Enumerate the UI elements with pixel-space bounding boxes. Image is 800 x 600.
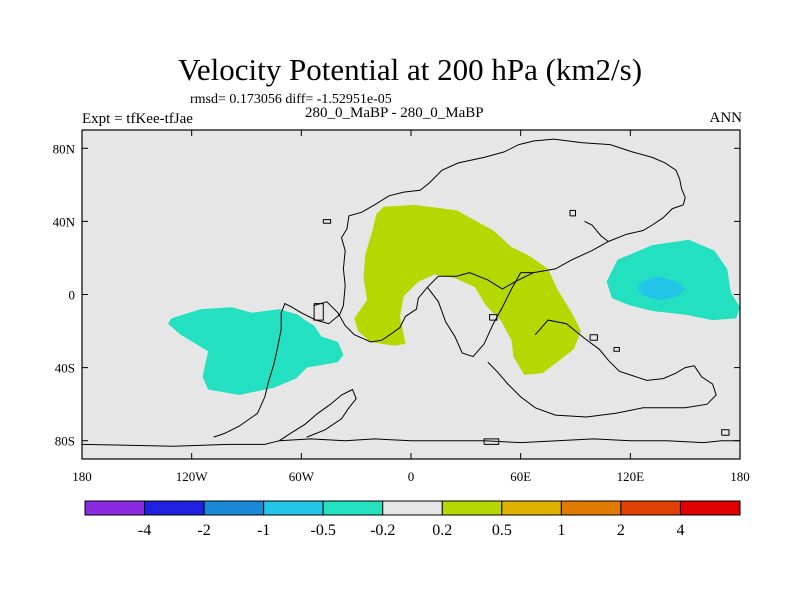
- colorbar-label-7: 1: [557, 522, 565, 539]
- colorbar-label-3: -0.5: [311, 522, 336, 539]
- colorbar-swatch-8: [560, 500, 622, 516]
- colorbar-label-0: -4: [138, 522, 151, 539]
- chart-title: Velocity Potential at 200 hPa (km2/s): [177, 52, 643, 87]
- colorbar: -4 -2 -1 -0.5 -0.2 0.2 0.5 1 2 4: [84, 500, 741, 539]
- colorbar-swatch-10: [679, 500, 741, 516]
- colorbar-label-8: 2: [617, 522, 625, 539]
- y-tick-label-0: 80N: [53, 141, 76, 156]
- colorbar-swatch-5: [382, 500, 443, 516]
- x-tick-label-6: 180: [730, 469, 750, 484]
- colorbar-swatch-2: [203, 500, 265, 516]
- coastlines: [81, 138, 740, 447]
- y-tick-label-4: 80S: [55, 434, 75, 449]
- y-tick-label-1: 40N: [53, 214, 76, 229]
- contour-region-2: [606, 239, 740, 321]
- rmsd-stats: rmsd= 0.173056 diff= -1.52951e-05: [190, 92, 392, 107]
- colorbar-label-4: -0.2: [370, 522, 395, 539]
- colorbar-label-2: -1: [257, 522, 270, 539]
- x-tick-label-0: 180: [72, 469, 92, 484]
- contour-region-3: [637, 276, 686, 300]
- colorbar-swatch-9: [620, 500, 681, 516]
- coastline-ant_bit1: [483, 438, 500, 445]
- coastline-australia: [487, 319, 717, 418]
- colorbar-swatch-7: [501, 500, 562, 516]
- colorbar-label-1: -2: [197, 522, 210, 539]
- colorbar-swatch-6: [441, 500, 503, 516]
- coastline-island_mid: [489, 314, 498, 321]
- coastline-americas: [213, 138, 686, 438]
- y-tick-label-2: 0: [69, 288, 76, 303]
- x-tick-label-4: 60E: [510, 469, 531, 484]
- x-tick-label-1: 120W: [176, 469, 209, 484]
- coastline-island_e: [613, 347, 620, 352]
- x-tick-label-3: 0: [408, 469, 415, 484]
- colorbar-label-6: 0.5: [492, 522, 512, 539]
- colorbar-swatch-0: [84, 500, 146, 516]
- coastline-island_ne: [569, 209, 576, 217]
- case-label: 280_0_MaBP - 280_0_MaBP: [305, 105, 484, 121]
- y-tick-label-3: 40S: [55, 361, 75, 376]
- colorbar-swatch-4: [322, 500, 384, 516]
- contour-region-0: [167, 307, 344, 395]
- x-tick-label-2: 60W: [289, 469, 315, 484]
- season-label: ANN: [709, 110, 743, 126]
- colorbar-label-9: 4: [676, 522, 684, 539]
- coastline-island_bl: [313, 303, 324, 321]
- colorbar-swatch-1: [144, 500, 205, 516]
- contour-region-1: [354, 204, 581, 375]
- coastline-antarctica: [81, 438, 740, 447]
- coastline-south_tip: [279, 388, 357, 442]
- experiment-label: Expt = tfKee-tfJae: [82, 111, 193, 127]
- coastline-africa_east: [427, 272, 534, 358]
- coastline-island_tl: [322, 219, 332, 224]
- contour-fills: [167, 204, 740, 395]
- coastline-ant_bit2: [721, 429, 730, 436]
- axis-ticks: 180 120W 60W 0 60E 120E 180 80N 40N 0 40S 80S: [53, 130, 750, 484]
- colorbar-label-5: 0.2: [432, 522, 452, 539]
- coastline-japan: [584, 220, 609, 242]
- x-tick-label-5: 120E: [617, 469, 645, 484]
- coastline-island_se: [589, 334, 598, 341]
- colorbar-swatch-3: [263, 500, 324, 516]
